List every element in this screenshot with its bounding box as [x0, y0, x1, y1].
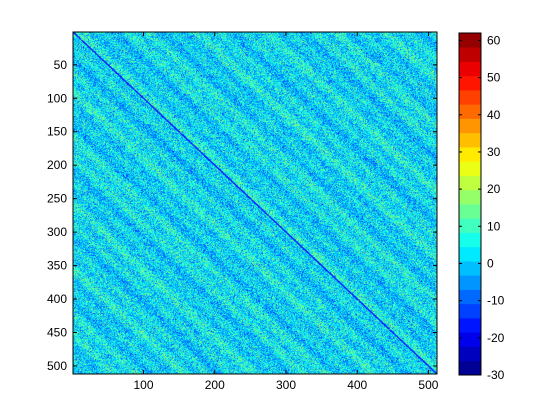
colorbar-cell	[459, 332, 481, 347]
colorbar-tick-label: 60	[487, 33, 501, 47]
plot-frame	[72, 31, 438, 375]
colorbar-tick-label: 0	[487, 256, 494, 270]
y-tick-label: 300	[47, 225, 67, 239]
x-axis: 100 200 300 400 500	[134, 32, 439, 392]
colorbar-cell	[459, 47, 481, 62]
colorbar-cell	[459, 232, 481, 248]
colorbar-cell	[459, 218, 481, 233]
x-tick-label: 400	[347, 378, 367, 392]
colorbar-cell	[459, 104, 481, 119]
colorbar-cell	[459, 161, 481, 176]
y-tick-label: 250	[47, 192, 67, 206]
colorbar-cell	[459, 360, 481, 376]
colorbar-tick-label: -30	[487, 368, 505, 382]
colorbar-cell	[459, 132, 481, 148]
colorbar-tick-label: 30	[487, 145, 501, 159]
colorbar-tick-label: 10	[487, 219, 501, 233]
colorbar-cell	[459, 175, 481, 191]
x-tick-label: 300	[276, 378, 296, 392]
colorbar-cell	[459, 33, 481, 48]
colorbar-cell	[459, 246, 481, 262]
colorbar-tick-label: 40	[487, 108, 501, 122]
colorbar-tick-label: 20	[487, 182, 501, 196]
colorbar-cell	[459, 303, 481, 319]
colorbar-tick-label: 50	[487, 71, 501, 85]
colorbar-cell	[459, 318, 481, 333]
colorbar-cell	[459, 289, 481, 305]
y-tick-label: 200	[47, 158, 67, 172]
y-tick-label: 150	[47, 125, 67, 139]
colorbar-cell	[459, 275, 481, 290]
colorbar-cell	[459, 204, 481, 219]
colorbar-cell	[459, 147, 481, 162]
y-tick-label: 450	[47, 326, 67, 340]
x-tick-label: 500	[418, 378, 438, 392]
y-axis: 50 100 150 200 250 300 350 400 450 500	[47, 58, 437, 373]
colorbar-cells	[459, 33, 481, 376]
colorbar: -30 -20 -10 0 10 20 30 40 50 60	[458, 32, 505, 382]
x-tick-label: 100	[134, 378, 154, 392]
heatmap-plot: 100 200 300 400 500 50 100 150 200 250 300 350 400 4…	[47, 31, 439, 392]
x-tick-label: 200	[205, 378, 225, 392]
y-tick-label: 50	[54, 58, 68, 72]
y-tick-label: 500	[47, 359, 67, 373]
colorbar-cell	[459, 75, 481, 91]
colorbar-ticks: -30 -20 -10 0 10 20 30 40 50 60	[459, 33, 505, 382]
colorbar-cell	[459, 118, 481, 134]
heatmap-image	[73, 32, 437, 374]
colorbar-frame	[458, 32, 482, 376]
colorbar-cell	[459, 90, 481, 105]
colorbar-tick-label: -10	[487, 294, 505, 308]
colorbar-cell	[459, 189, 481, 205]
y-tick-label: 100	[47, 91, 67, 105]
colorbar-cell	[459, 346, 481, 362]
y-tick-label: 350	[47, 259, 67, 273]
y-tick-label: 400	[47, 292, 67, 306]
colorbar-tick-label: -20	[487, 331, 505, 345]
colorbar-cell	[459, 61, 481, 77]
colorbar-cell	[459, 261, 481, 276]
